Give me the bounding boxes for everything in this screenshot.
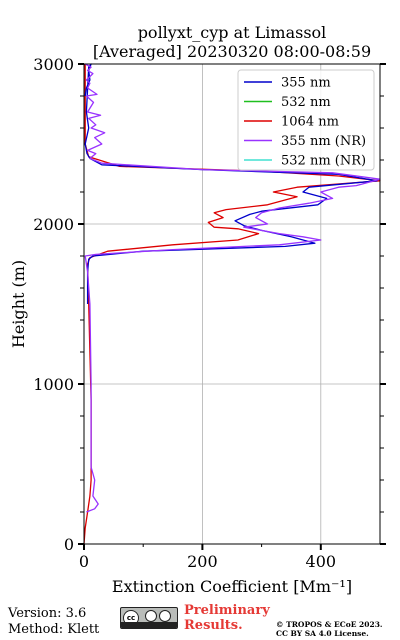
cc-license-icon: cc <box>120 607 178 629</box>
prelim-line2: Results. <box>184 618 243 633</box>
method-text: Method: Klett <box>8 622 100 637</box>
legend-label: 532 nm (NR) <box>281 154 366 169</box>
x-tick-label: 0 <box>79 552 89 571</box>
y-tick-label: 1000 <box>33 375 74 394</box>
legend-label: 1064 nm <box>281 115 339 130</box>
x-tick-label: 200 <box>187 552 218 571</box>
copyright-line1: © TROPOS & ECoE 2023. <box>276 620 383 629</box>
y-tick-label: 3000 <box>33 55 74 74</box>
y-axis-label: Height (m) <box>9 260 28 348</box>
series-line-3 <box>84 63 381 513</box>
footer-info: Version: 3.6 Method: Klett <box>8 606 99 638</box>
prelim-line1: Preliminary <box>184 603 270 618</box>
data-lines <box>83 63 381 545</box>
y-tick-label: 0 <box>64 535 74 554</box>
version-text: Version: 3.6 <box>8 606 87 621</box>
chart-legend: 355 nm 532 nm 1064 nm 355 nm (NR) 532 nm (NR… <box>237 69 375 171</box>
preliminary-results-note: Preliminary Results. <box>184 603 270 633</box>
copyright-line2: CC BY SA 4.0 License. <box>276 629 369 638</box>
legend-box <box>237 69 375 171</box>
legend-label: 355 nm <box>281 76 331 91</box>
chart-title-line1: pollyxt_cyp at Limassol <box>138 23 327 42</box>
x-axis-label: Extinction Coefficient [Mm⁻¹] <box>112 577 352 596</box>
y-tick-label: 2000 <box>33 215 74 234</box>
x-tick-label: 400 <box>306 552 337 571</box>
chart-title-line2: [Averaged] 20230320 08:00-08:59 <box>93 42 371 61</box>
axis-ticks: 0 1000 2000 3000 0 200 400 <box>33 55 386 571</box>
series-line-0 <box>84 63 378 304</box>
legend-label: 355 nm (NR) <box>281 134 366 149</box>
by-icon <box>145 610 157 622</box>
plot-frame <box>83 63 381 545</box>
sa-icon <box>159 610 171 622</box>
legend-label: 532 nm <box>281 95 331 110</box>
copyright-notice: © TROPOS & ECoE 2023. CC BY SA 4.0 Licen… <box>276 620 383 638</box>
